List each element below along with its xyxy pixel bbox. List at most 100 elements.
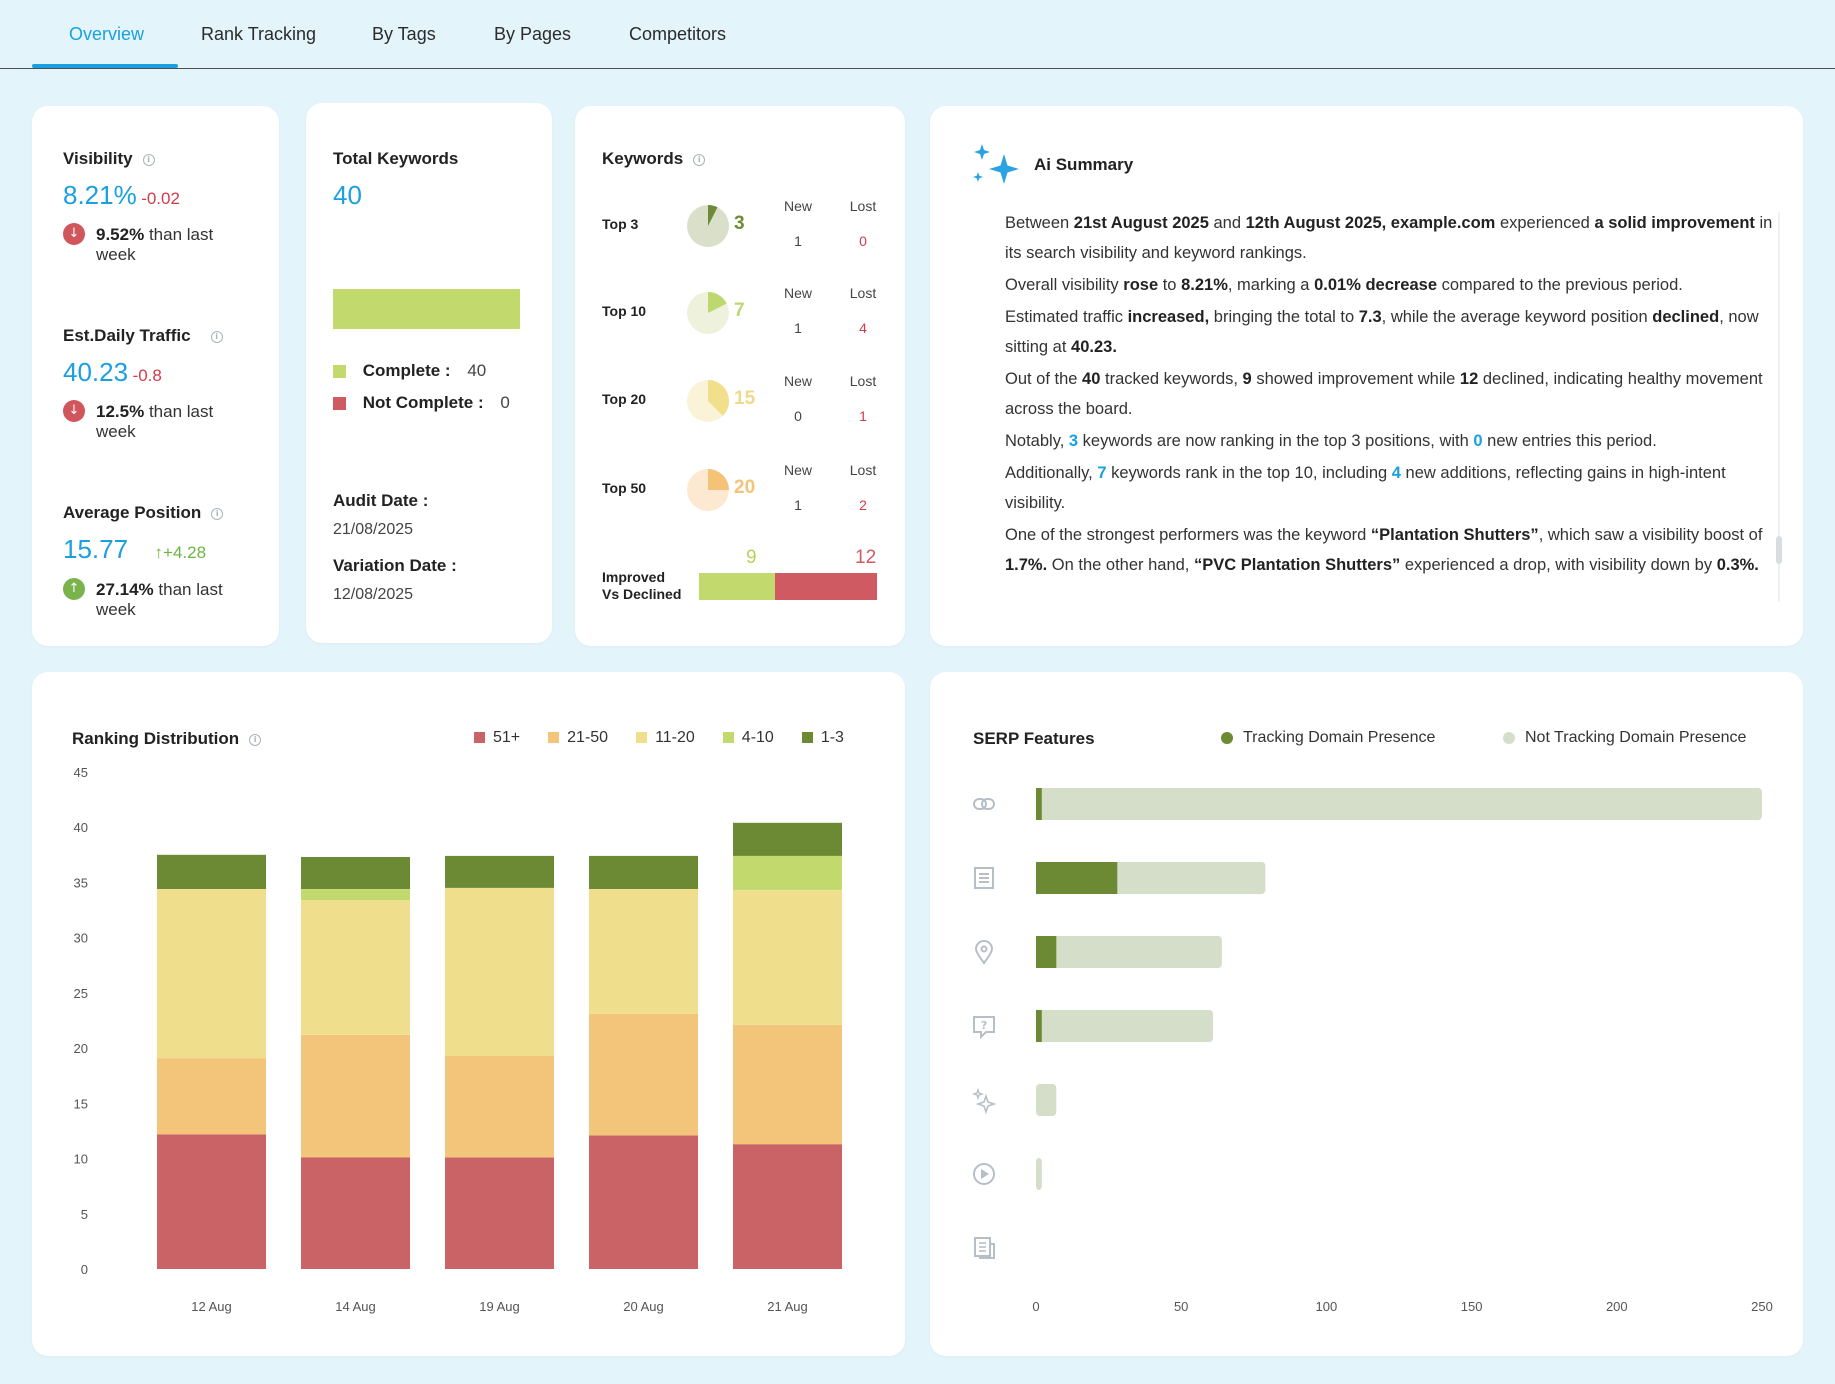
bar-not-tracking[interactable]: [1036, 1084, 1057, 1116]
bar-segment-4-10[interactable]: [733, 855, 842, 891]
visibility-value-row: 8.21% -0.02: [63, 180, 180, 211]
legend-swatch: [801, 732, 813, 744]
keyword-row-count: 15: [734, 388, 756, 409]
bar-segment-1-3[interactable]: [445, 855, 554, 888]
traffic-value: 40.23: [63, 357, 129, 387]
sparkle-icon: [973, 144, 1019, 184]
bar-not-tracking[interactable]: [1036, 936, 1222, 968]
bar-segment-1-3[interactable]: [733, 822, 842, 856]
improved-bar-fill: [699, 573, 776, 600]
lost-count: 4: [859, 320, 867, 336]
position-value: 15.77: [63, 534, 129, 564]
legend-item: 4-10: [722, 729, 774, 746]
x-tick-label: 0: [1032, 1299, 1039, 1314]
legend-dot: [1221, 731, 1233, 744]
bar-tracking[interactable]: [1036, 936, 1057, 968]
keyword-pie: [687, 469, 729, 511]
legend-swatch: [636, 732, 648, 744]
lost-count: 1: [859, 408, 867, 424]
tab-competitors[interactable]: Competitors: [629, 24, 727, 44]
legend-swatch: [333, 397, 346, 411]
serp-features-chart: ? 0 50 100 150 200 250: [971, 788, 1773, 1314]
legend-item: 1-3: [801, 729, 844, 746]
keywords-title: Keywords i: [602, 149, 706, 169]
bar-segment-51+[interactable]: [301, 1157, 410, 1270]
bar-segment-4-10[interactable]: [301, 889, 410, 901]
bar-segment-51+[interactable]: [589, 1135, 698, 1269]
bar-segment-51+[interactable]: [445, 1157, 554, 1270]
keyword-row-label: Top 50: [602, 480, 647, 496]
keyword-row-label: Top 20: [602, 391, 647, 407]
bar-not-tracking[interactable]: [1036, 1010, 1214, 1042]
bar-segment-11-20[interactable]: [301, 900, 410, 1035]
info-icon[interactable]: i: [142, 153, 155, 166]
x-tick-label: 19 Aug: [479, 1299, 520, 1314]
tab-by-pages[interactable]: By Pages: [494, 24, 572, 44]
bar-tracking[interactable]: [1036, 788, 1042, 820]
ai-scrollbar[interactable]: [1776, 536, 1782, 564]
audit-date-label: Audit Date :: [333, 491, 429, 510]
legend-label: 4-10: [741, 729, 774, 746]
bar-segment-11-20[interactable]: [445, 888, 554, 1056]
legend-label: 11-20: [655, 729, 695, 746]
tab-overview[interactable]: Overview: [69, 24, 145, 44]
x-tick-label: 21 Aug: [767, 1299, 808, 1314]
document-icon: [974, 867, 994, 889]
x-tick-label: 50: [1174, 1299, 1188, 1314]
bar-not-tracking[interactable]: [1036, 788, 1762, 820]
svg-text:?: ?: [981, 1019, 987, 1032]
legend-item: 51+: [474, 729, 520, 746]
visibility-delta: -0.02: [141, 189, 180, 208]
bar-segment-21-50[interactable]: [733, 1024, 842, 1145]
lost-label: Lost: [849, 462, 877, 478]
bar-segment-1-3[interactable]: [589, 855, 698, 889]
legend-complete: Complete : 40: [333, 361, 486, 381]
bar-segment-21-50[interactable]: [157, 1058, 266, 1135]
visibility-label: Visibility i: [63, 149, 155, 169]
tab-by-tags[interactable]: By Tags: [372, 24, 436, 44]
new-count: 1: [794, 497, 802, 513]
legend-label: 21-50: [567, 729, 609, 746]
ai-summary-title: Ai Summary: [1034, 155, 1134, 174]
pie-slice: [708, 380, 730, 416]
info-icon[interactable]: i: [211, 507, 224, 520]
legend-label: 1-3: [820, 729, 844, 746]
tab-rank-tracking[interactable]: Rank Tracking: [201, 24, 317, 44]
bar-not-tracking[interactable]: [1036, 1158, 1042, 1190]
legend-label: 51+: [493, 729, 521, 746]
ai-paragraph-7: One of the strongest performers was the …: [1005, 526, 1763, 574]
bar-segment-1-3[interactable]: [157, 854, 266, 889]
info-icon[interactable]: i: [210, 330, 223, 343]
bar-tracking[interactable]: [1036, 1010, 1042, 1042]
bar-segment-21-50[interactable]: [445, 1055, 554, 1158]
bar-segment-51+[interactable]: [733, 1144, 842, 1269]
link-icon: [973, 798, 995, 810]
bar-tracking[interactable]: [1036, 862, 1118, 894]
traffic-compare: 12.5% than last week: [96, 402, 214, 441]
x-tick-label: 20 Aug: [623, 1299, 664, 1314]
keyword-row-label: Top 3: [602, 216, 639, 232]
info-icon[interactable]: i: [693, 153, 706, 166]
position-value-row: 15.77 ↑+4.28: [63, 534, 206, 565]
keyword-row-count: 3: [734, 213, 745, 234]
video-play-icon: [973, 1163, 995, 1185]
bar-segment-21-50[interactable]: [301, 1034, 410, 1158]
lost-count: 0: [859, 233, 867, 249]
ranking-legend: 51+ 21-50 11-20 4-10 1-3: [474, 729, 844, 747]
bar-segment-21-50[interactable]: [589, 1013, 698, 1136]
legend-not-complete: Not Complete : 0: [333, 393, 510, 413]
bar-segment-51+[interactable]: [157, 1134, 266, 1269]
info-icon[interactable]: i: [249, 733, 262, 746]
bar-segment-11-20[interactable]: [157, 889, 266, 1059]
new-count: 1: [794, 320, 802, 336]
bar-segment-11-20[interactable]: [733, 890, 842, 1025]
variation-date-value: 12/08/2025: [333, 586, 414, 603]
ranking-distribution-chart: 0 5 10 15 20 25 30 35 40 45 12 Aug 14 Aug 19 Aug 20 A…: [74, 765, 842, 1314]
legend-item: 21-50: [548, 729, 608, 746]
keywords-card: [575, 106, 905, 646]
position-delta: ↑+4.28: [154, 543, 207, 562]
bar-segment-1-3[interactable]: [301, 857, 410, 889]
bar-segment-11-20[interactable]: [589, 889, 698, 1014]
legend-swatch: [474, 732, 485, 744]
y-tick-label: 30: [74, 931, 88, 946]
